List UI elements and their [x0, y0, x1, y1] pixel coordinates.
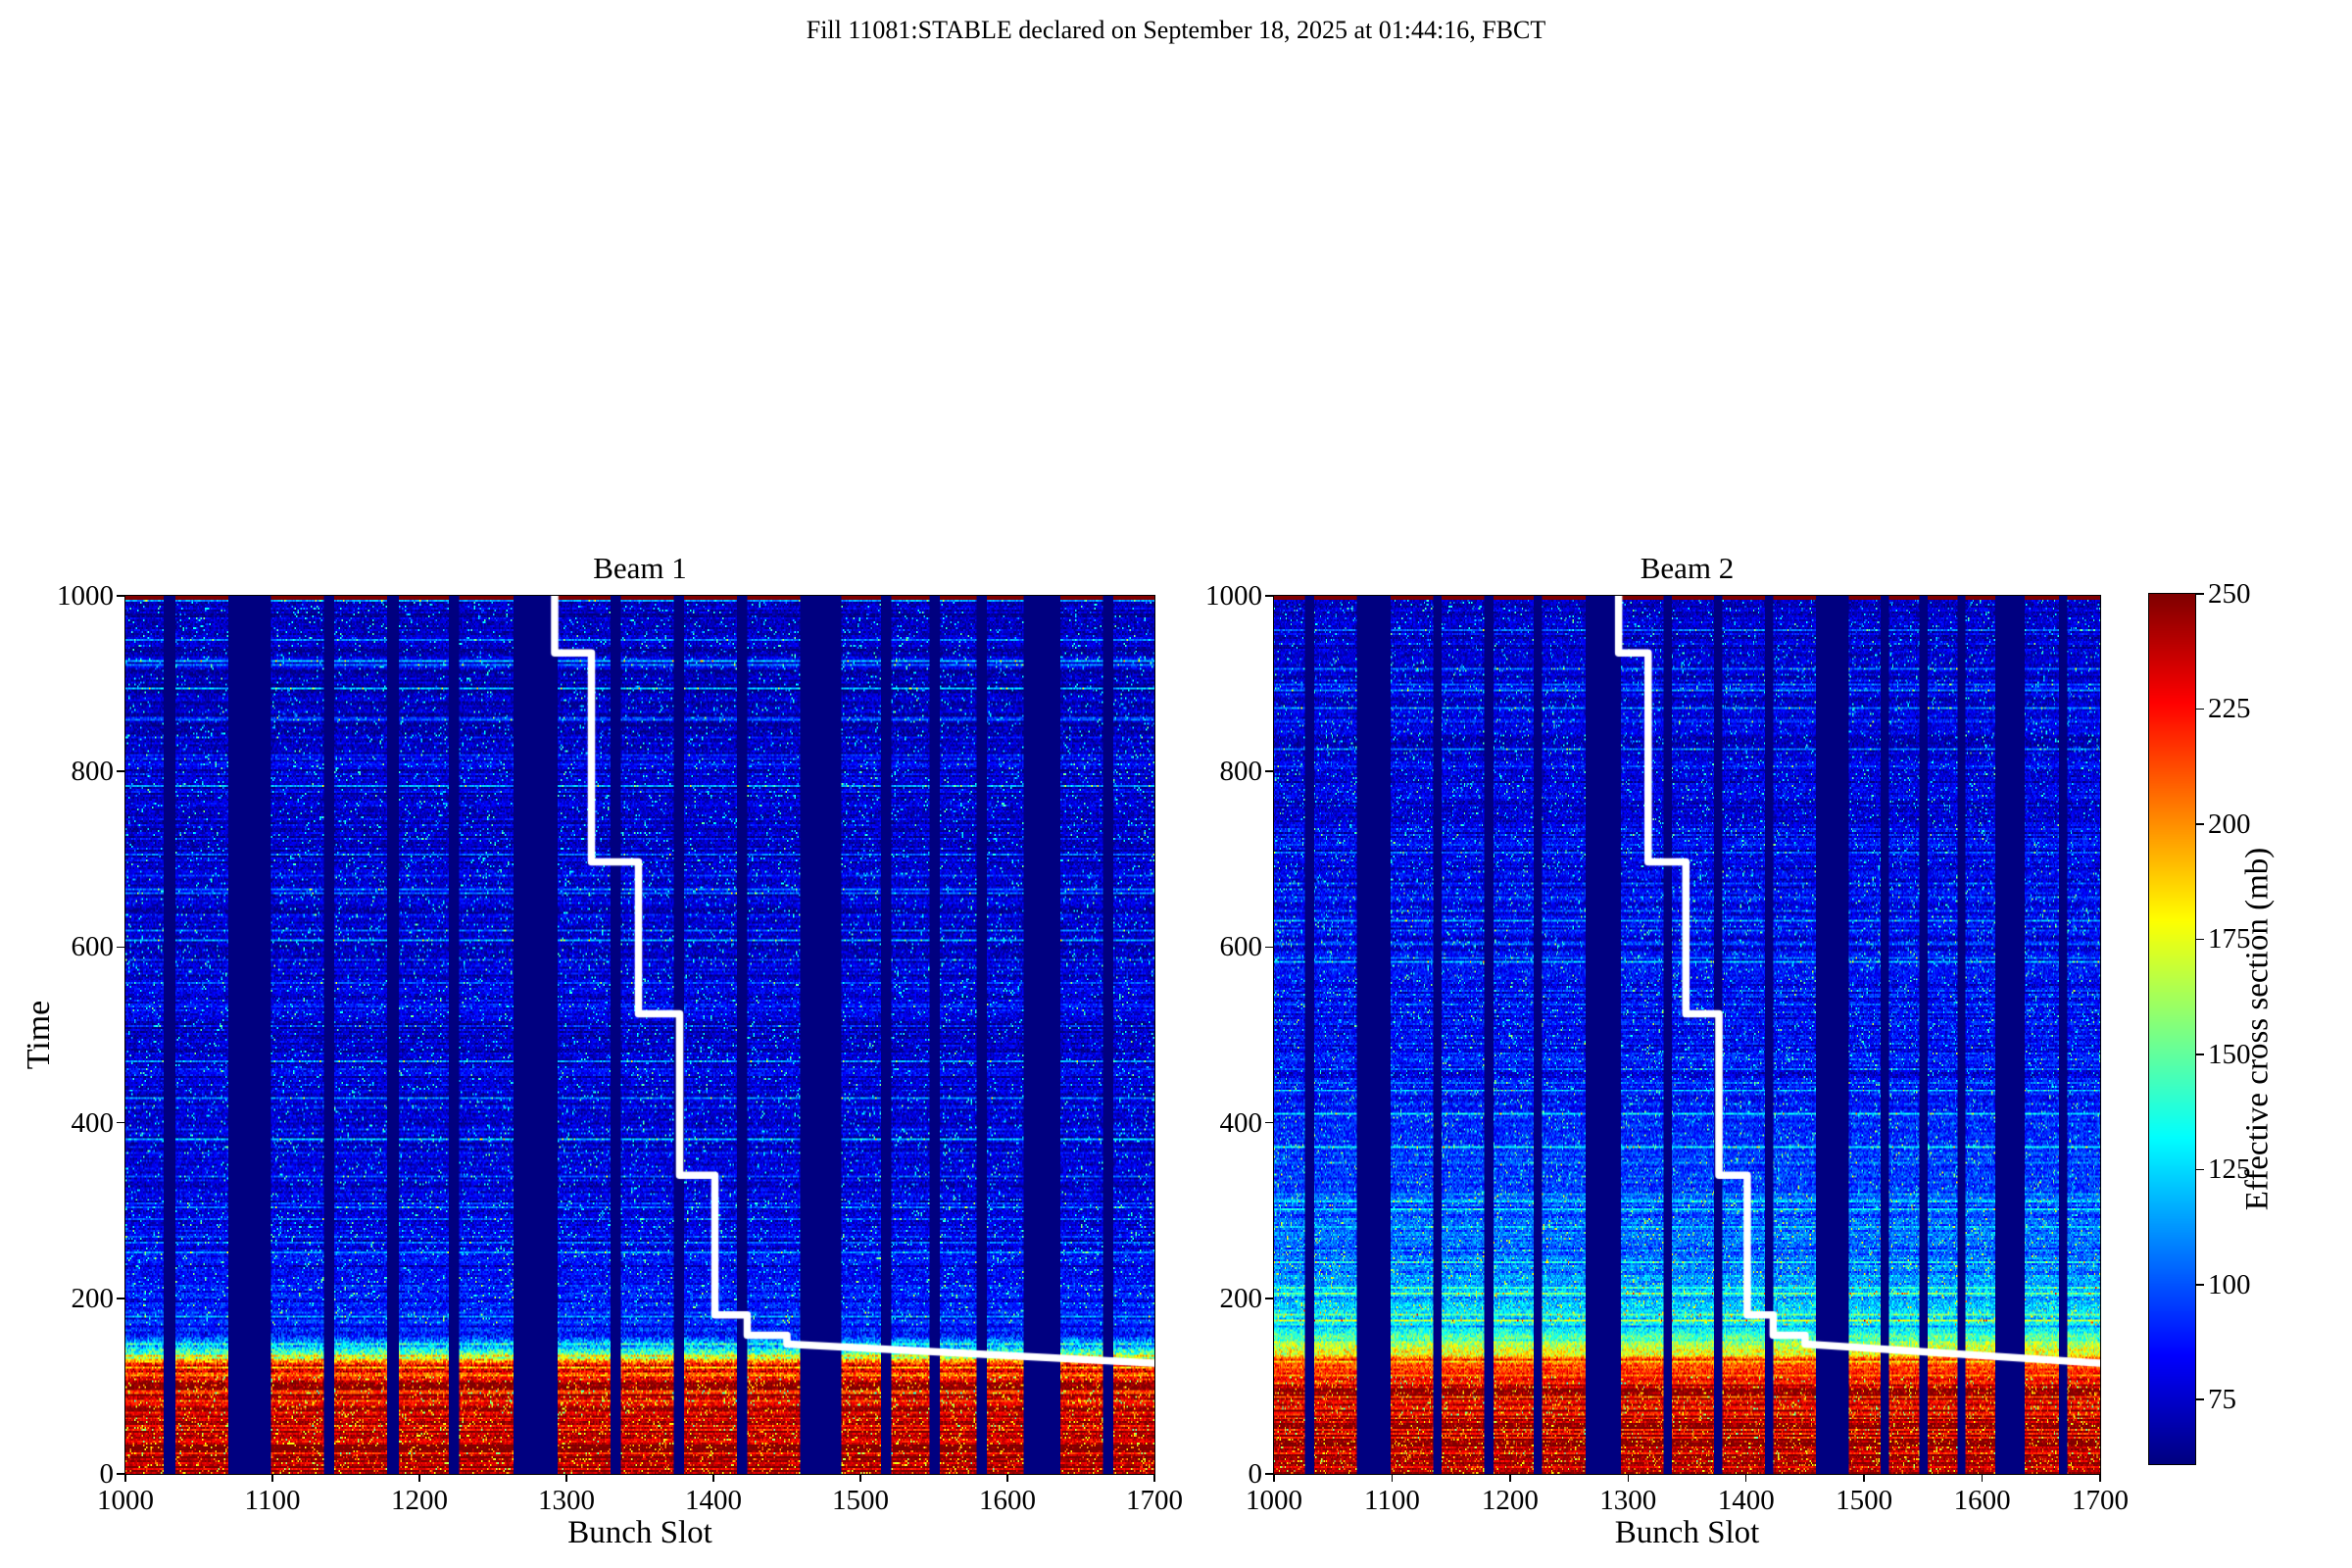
y-tick-label: 1000	[1205, 580, 1262, 612]
colorbar-tick-label: 175	[2208, 923, 2251, 956]
tick-mark	[117, 1298, 124, 1299]
x-tick-label: 1200	[391, 1485, 448, 1516]
tick-mark	[271, 1474, 273, 1482]
colorbar-tick-label: 125	[2208, 1153, 2251, 1186]
colorbar-tick-label: 75	[2208, 1384, 2236, 1416]
x-tick-label: 1000	[1246, 1485, 1302, 1516]
tick-mark	[1627, 1474, 1630, 1482]
tick-mark	[1265, 770, 1273, 772]
x-tick-label: 1600	[979, 1485, 1036, 1516]
tick-mark	[117, 946, 124, 949]
beam1-overlay-line	[125, 596, 1154, 1474]
y-tick-label: 1000	[57, 580, 114, 612]
tick-mark	[117, 595, 124, 597]
tick-mark	[1265, 595, 1273, 597]
beam2-xaxis-label: Bunch Slot	[1614, 1515, 1760, 1550]
y-tick-label: 600	[71, 931, 115, 963]
x-tick-label: 1700	[2072, 1485, 2129, 1516]
figure-title: Fill 11081:STABLE declared on September …	[806, 16, 1546, 44]
yaxis-label: Time	[21, 1000, 57, 1070]
x-tick-label: 1500	[832, 1485, 889, 1516]
tick-mark	[2196, 708, 2204, 710]
tick-mark	[1391, 1474, 1394, 1482]
tick-mark	[1153, 1474, 1155, 1482]
tick-mark	[1265, 1473, 1273, 1475]
colorbar-tick-label: 150	[2208, 1038, 2251, 1070]
colorbar-gradient	[2149, 594, 2195, 1464]
colorbar-tick-label: 200	[2208, 808, 2251, 840]
x-tick-label: 1000	[97, 1485, 154, 1516]
tick-mark	[1006, 1474, 1008, 1482]
colorbar-tick-label: 100	[2208, 1268, 2251, 1300]
beam2-title: Beam 2	[1640, 551, 1735, 585]
y-tick-label: 600	[1219, 931, 1263, 963]
tick-mark	[1265, 946, 1273, 949]
y-tick-label: 800	[1219, 756, 1263, 788]
tick-mark	[1863, 1474, 1865, 1482]
x-tick-label: 1200	[1481, 1485, 1539, 1516]
y-tick-label: 200	[71, 1282, 115, 1314]
tick-mark	[1265, 1298, 1273, 1299]
tick-mark	[1265, 1121, 1273, 1124]
y-tick-label: 0	[1248, 1458, 1263, 1490]
tick-mark	[2196, 938, 2204, 941]
tick-mark	[1981, 1474, 1984, 1482]
x-tick-label: 1400	[685, 1485, 742, 1516]
x-tick-label: 1400	[1717, 1485, 1775, 1516]
colorbar-tick-label: 250	[2208, 578, 2251, 610]
tick-mark	[2196, 1284, 2204, 1286]
tick-mark	[859, 1474, 861, 1482]
tick-mark	[117, 770, 124, 772]
y-tick-label: 0	[99, 1458, 115, 1490]
tick-mark	[2196, 1054, 2204, 1055]
tick-mark	[565, 1474, 567, 1482]
colorbar-tick-label: 225	[2208, 693, 2251, 725]
tick-mark	[1509, 1474, 1511, 1482]
x-tick-label: 1100	[1363, 1485, 1420, 1516]
beam1-title: Beam 1	[593, 551, 687, 585]
x-tick-label: 1300	[538, 1485, 595, 1516]
x-tick-label: 1100	[244, 1485, 301, 1516]
x-tick-label: 1600	[1953, 1485, 2011, 1516]
tick-mark	[117, 1473, 124, 1475]
x-tick-label: 1300	[1599, 1485, 1657, 1516]
beam2-overlay-line	[1274, 596, 2100, 1474]
tick-mark	[712, 1474, 714, 1482]
x-tick-label: 1700	[1126, 1485, 1183, 1516]
y-tick-label: 200	[1219, 1282, 1263, 1314]
tick-mark	[418, 1474, 420, 1482]
beam1-xaxis-label: Bunch Slot	[567, 1515, 712, 1550]
tick-mark	[2196, 593, 2204, 595]
tick-mark	[117, 1121, 124, 1124]
tick-mark	[1744, 1474, 1747, 1482]
tick-mark	[2099, 1474, 2101, 1482]
tick-mark	[1273, 1474, 1275, 1482]
y-tick-label: 400	[71, 1106, 115, 1139]
tick-mark	[2196, 1168, 2204, 1171]
x-tick-label: 1500	[1836, 1485, 1893, 1516]
y-tick-label: 800	[71, 756, 115, 788]
tick-mark	[2196, 1398, 2204, 1400]
y-tick-label: 400	[1219, 1106, 1263, 1139]
tick-mark	[2196, 823, 2204, 825]
tick-mark	[124, 1474, 126, 1482]
